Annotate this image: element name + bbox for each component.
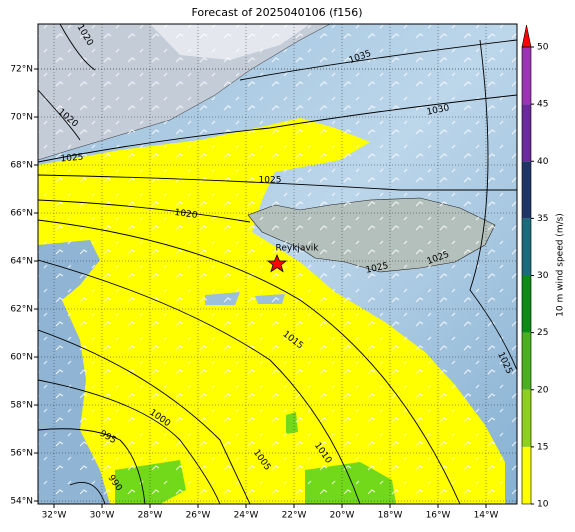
- colorbar-extend: [521, 24, 532, 48]
- lon-tick-label: 18°W: [378, 511, 403, 521]
- colorbar-band: [522, 389, 531, 447]
- lat-tick-label: 72°N: [10, 65, 33, 75]
- city-label: Reykjavik: [276, 244, 320, 254]
- colorbar-band: [522, 275, 531, 333]
- lat-tick-label: 56°N: [10, 449, 33, 459]
- lat-tick-label: 60°N: [10, 353, 33, 363]
- colorbar-tick-label: 10: [537, 500, 549, 510]
- colorbar-tick-label: 25: [537, 328, 548, 338]
- colorbar-label: 10 m wind speed (m/s): [556, 213, 566, 317]
- contour-label: 1025: [259, 176, 282, 186]
- city-marker: [266, 253, 288, 273]
- lon-tick-label: 24°W: [234, 511, 259, 521]
- lon-tick-label: 14°W: [474, 511, 499, 521]
- colorbar-band: [522, 446, 531, 504]
- map-frame: [37, 23, 518, 505]
- colorbar: 10 15 20 25 30 35 40 45 50 10 m wind speed (m/s): [521, 24, 566, 510]
- lon-tick-label: 30°W: [90, 511, 115, 521]
- colorbar-tick-label: 50: [537, 43, 549, 53]
- contour-label: 1025: [60, 153, 84, 165]
- colorbar-band: [522, 47, 531, 105]
- lat-tick-label: 70°N: [10, 113, 33, 123]
- lat-tick-label: 58°N: [10, 401, 33, 411]
- lon-tick-label: 26°W: [186, 511, 211, 521]
- colorbar-band: [522, 161, 531, 219]
- map-area: [38, 24, 517, 504]
- colorbar-band: [522, 104, 531, 162]
- colorbar-tick-label: 30: [537, 271, 549, 281]
- lat-tick-label: 66°N: [10, 209, 33, 219]
- lat-tick-label: 68°N: [10, 161, 33, 171]
- lon-tick-label: 32°W: [42, 511, 67, 521]
- lat-tick-label: 64°N: [10, 257, 33, 267]
- colorbar-tick-label: 45: [537, 100, 548, 110]
- colorbar-tick-label: 35: [537, 214, 548, 224]
- contour-label: 1030: [426, 103, 451, 118]
- lon-tick-label: 16°W: [426, 511, 451, 521]
- title: Forecast of 2025040106 (f156): [191, 6, 362, 19]
- contour-label: 1020: [174, 208, 198, 221]
- lon-tick-label: 28°W: [138, 511, 163, 521]
- lat-tick-label: 54°N: [10, 497, 33, 507]
- colorbar-band: [522, 218, 531, 276]
- lon-tick-label: 20°W: [330, 511, 355, 521]
- lon-tick-label: 22°W: [282, 511, 307, 521]
- lat-tick-label: 62°N: [10, 305, 33, 315]
- contour-label: 1025: [365, 261, 389, 276]
- colorbar-tick-label: 20: [537, 385, 549, 395]
- colorbar-band: [522, 332, 531, 390]
- colorbar-tick-label: 40: [537, 157, 549, 167]
- colorbar-tick-label: 15: [537, 442, 548, 452]
